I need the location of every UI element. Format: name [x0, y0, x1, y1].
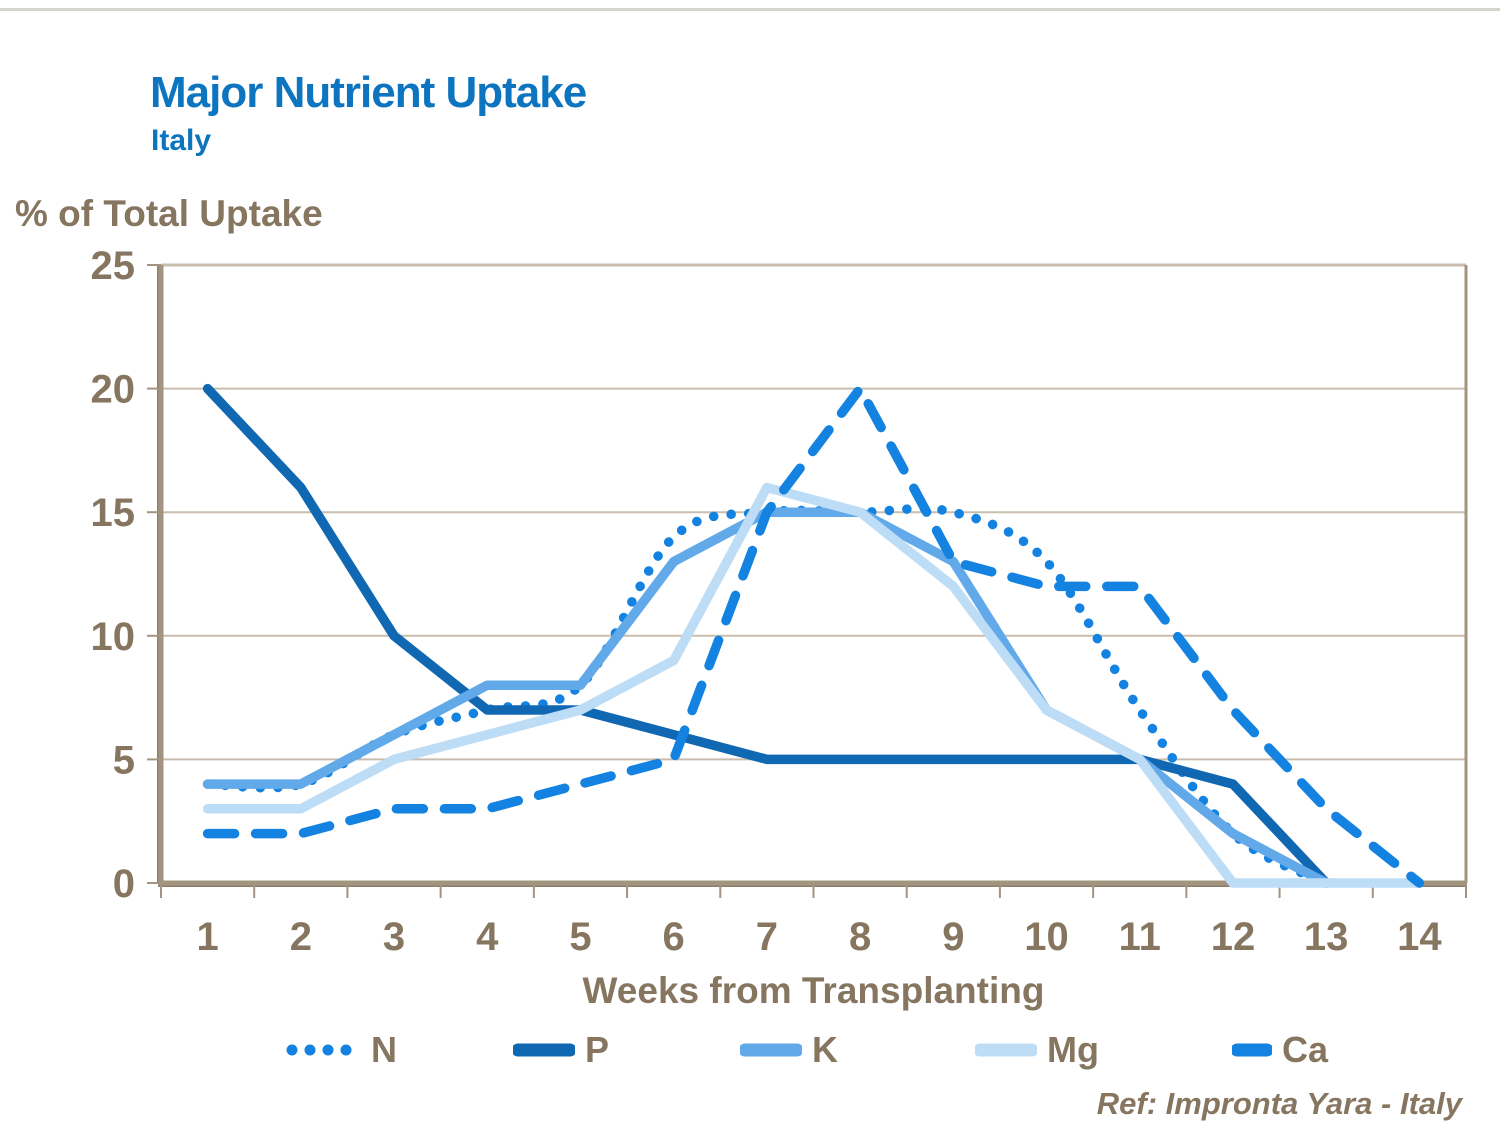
x-axis-tick-label: 1	[196, 915, 218, 959]
x-axis-tick-label: 13	[1304, 915, 1349, 959]
legend-label-mg: Mg	[1047, 1029, 1099, 1070]
legend-swatch-k	[740, 1043, 802, 1057]
x-axis-tick-label: 10	[1024, 915, 1069, 959]
y-axis-tick-label: 0	[113, 862, 135, 906]
series-line-K	[202, 507, 1331, 888]
legend-swatch-ca	[1232, 1043, 1272, 1057]
top-divider	[0, 8, 1500, 11]
legend-swatch-p	[513, 1043, 575, 1057]
series-line-Mg	[202, 482, 1425, 888]
x-axis-tick-label: 6	[663, 915, 685, 959]
legend-swatch-mark	[322, 1044, 334, 1056]
legend-label-p: P	[585, 1029, 610, 1070]
x-axis-tick-label: 8	[849, 915, 871, 959]
x-axis-tick-label: 11	[1119, 915, 1161, 959]
x-axis-tick-label: 4	[476, 915, 499, 959]
series-line-N	[202, 503, 1331, 888]
x-axis-tick-label: 2	[290, 915, 312, 959]
reference-text: Ref: Impronta Yara - Italy	[1096, 1086, 1462, 1121]
legend-item-p: P	[513, 1026, 609, 1074]
x-axis-tick-label: 7	[756, 915, 778, 959]
legend-swatch-mark	[286, 1044, 298, 1056]
legend-item-mg: Mg	[975, 1026, 1099, 1074]
x-axis-tick-label: 5	[569, 915, 591, 959]
chart-legend: N P K Mg Ca	[0, 1026, 1500, 1074]
y-axis-tick-label: 5	[113, 738, 135, 782]
page-subtitle: Italy	[151, 124, 212, 157]
legend-swatch-n	[286, 1044, 352, 1056]
x-axis-tick-label: 3	[383, 915, 405, 959]
y-axis-caption: % of Total Uptake	[15, 193, 323, 234]
page-title: Major Nutrient Uptake	[150, 68, 587, 117]
y-axis-tick-label: 20	[91, 368, 136, 412]
legend-swatch-mark	[340, 1044, 352, 1056]
legend-swatch-mark	[304, 1044, 316, 1056]
y-axis-tick-label: 10	[91, 615, 136, 659]
x-axis-tick-label: 14	[1397, 915, 1442, 959]
legend-item-ca: Ca	[1232, 1026, 1328, 1074]
legend-label-k: K	[812, 1029, 838, 1070]
series-line-Ca	[202, 383, 1425, 888]
legend-item-n: N	[283, 1026, 397, 1074]
y-axis-tick-label: 25	[91, 244, 136, 288]
legend-item-k: K	[740, 1026, 838, 1074]
x-axis-title: Weeks from Transplanting	[583, 970, 1045, 1011]
legend-label-ca: Ca	[1282, 1029, 1329, 1070]
x-axis-tick-label: 9	[942, 915, 964, 959]
legend-label-n: N	[371, 1029, 397, 1070]
y-axis-tick-label: 15	[91, 491, 136, 535]
x-axis-tick-label: 12	[1211, 915, 1256, 959]
legend-swatch-mg	[975, 1043, 1037, 1057]
